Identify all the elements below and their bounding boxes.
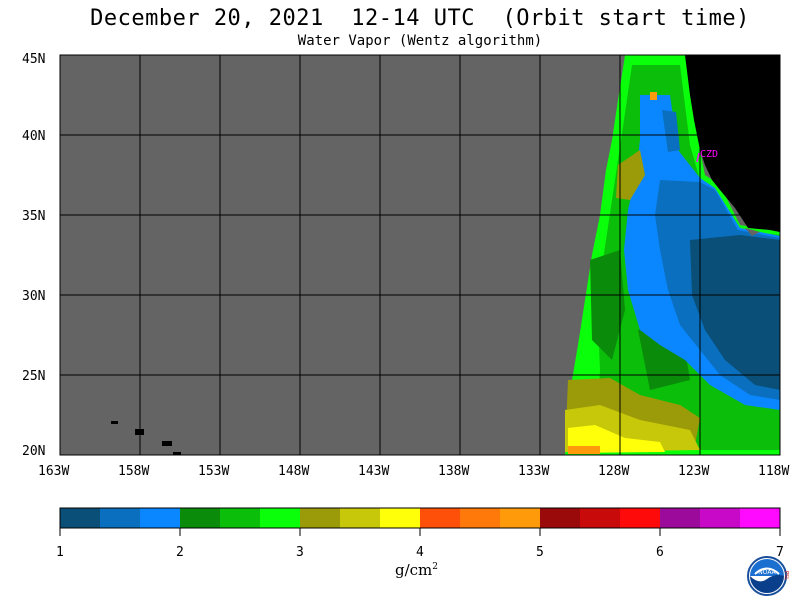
lon-label: 123W	[678, 464, 709, 479]
coast-no-data	[745, 228, 760, 236]
colorbar-swatch	[500, 508, 541, 528]
lon-label: 133W	[518, 464, 549, 479]
noaa-logo: NOAA PSL	[747, 556, 789, 596]
lat-label: 20N	[22, 444, 45, 459]
colorbar-swatch	[340, 508, 381, 528]
colorbar-tick-label: 5	[536, 545, 544, 560]
lat-label: 40N	[22, 129, 45, 144]
colorbar-swatch	[100, 508, 141, 528]
colorbar-swatch	[740, 508, 781, 528]
units-text: g/cm	[395, 561, 433, 579]
colorbar-tick-label: 1	[56, 545, 64, 560]
lat-label: 45N	[22, 52, 45, 67]
station-marker-czd: CZD	[696, 149, 718, 163]
lon-label: 143W	[358, 464, 389, 479]
lat-label: 25N	[22, 369, 45, 384]
colorbar-swatch	[300, 508, 341, 528]
logo-text: NOAA	[758, 569, 776, 576]
colorbar-swatch	[540, 508, 581, 528]
graticule	[60, 55, 780, 455]
lon-label: 153W	[198, 464, 229, 479]
colorbar-swatch	[260, 508, 301, 528]
lon-label: 128W	[598, 464, 629, 479]
lon-label: 148W	[278, 464, 309, 479]
logo-side-text: PSL	[783, 571, 789, 580]
lat-label: 35N	[22, 209, 45, 224]
station-label: CZD	[700, 149, 718, 160]
colorbar-ticks	[59, 528, 781, 536]
lon-label: 138W	[438, 464, 469, 479]
colorbar-tick-label: 6	[656, 545, 664, 560]
lon-label: 118W	[758, 464, 789, 479]
colorbar-tick-label: 4	[416, 545, 424, 560]
units-exponent: 2	[432, 562, 439, 572]
colorbar-swatch	[180, 508, 221, 528]
land-mass	[685, 55, 780, 232]
colorbar-swatch	[620, 508, 661, 528]
colorbar-swatch	[580, 508, 621, 528]
colorbar-swatch	[380, 508, 421, 528]
colorbar-swatch	[220, 508, 261, 528]
colorbar-swatch	[420, 508, 461, 528]
map-subtitle: Water Vapor (Wentz algorithm)	[297, 33, 543, 49]
longitude-labels: 163W 158W 153W 148W 143W 138W 133W 128W …	[38, 464, 789, 479]
colorbar-swatch	[60, 508, 101, 528]
lon-label: 163W	[38, 464, 69, 479]
water-vapor-field	[565, 55, 780, 455]
colorbar-swatch	[700, 508, 741, 528]
colorbar-tick-label: 2	[176, 545, 184, 560]
colorbar-swatch	[460, 508, 501, 528]
colorbar-tick-labels: 1 2 3 4 5 6 7	[56, 545, 784, 560]
colorbar-tick-label: 7	[776, 545, 784, 560]
map-frame	[59, 54, 781, 456]
lon-label: 158W	[118, 464, 149, 479]
map-title: December 20, 2021 12-14 UTC (Orbit start…	[90, 6, 750, 31]
colorbar-tick-label: 3	[296, 545, 304, 560]
lat-label: 30N	[22, 289, 45, 304]
colorbar	[60, 508, 781, 528]
colorbar-units: g/cm2	[395, 561, 438, 579]
latitude-labels: 45N 40N 35N 30N 25N 20N	[22, 52, 45, 459]
colorbar-swatch	[140, 508, 181, 528]
colorbar-swatch	[660, 508, 701, 528]
